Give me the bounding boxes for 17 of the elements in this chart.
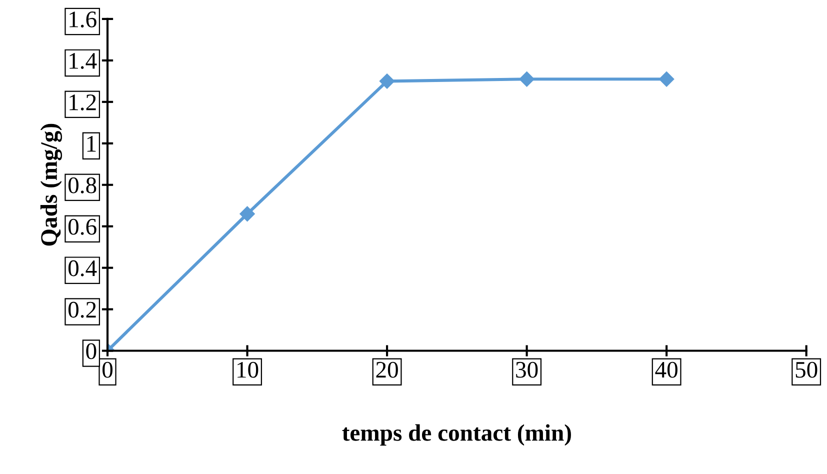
y-tick-label: 0.8 (68, 177, 96, 194)
x-tick-label: 40 (655, 362, 678, 378)
y-tick-label: 1.6 (70, 12, 96, 28)
y-tick-label: 1.4 (70, 53, 97, 69)
x-tick-label: 0 (102, 362, 113, 378)
x-axis-title: temps de contact (min) (342, 424, 571, 446)
y-tick-label: 1 (87, 136, 96, 152)
y-tick-label: 0.4 (68, 260, 97, 276)
y-tick-label: 1.2 (70, 94, 96, 110)
y-axis-title: Qads (mg/g) (40, 124, 62, 246)
x-tick-label: 10 (238, 362, 258, 378)
y-tick-label: 0.6 (68, 218, 96, 235)
x-tick-label: 20 (376, 362, 398, 378)
y-tick-label: 0.2 (68, 302, 96, 318)
x-tick-label: 50 (796, 362, 818, 378)
x-tick-label: 30 (516, 362, 538, 378)
y-tick-label: 0 (86, 343, 96, 360)
